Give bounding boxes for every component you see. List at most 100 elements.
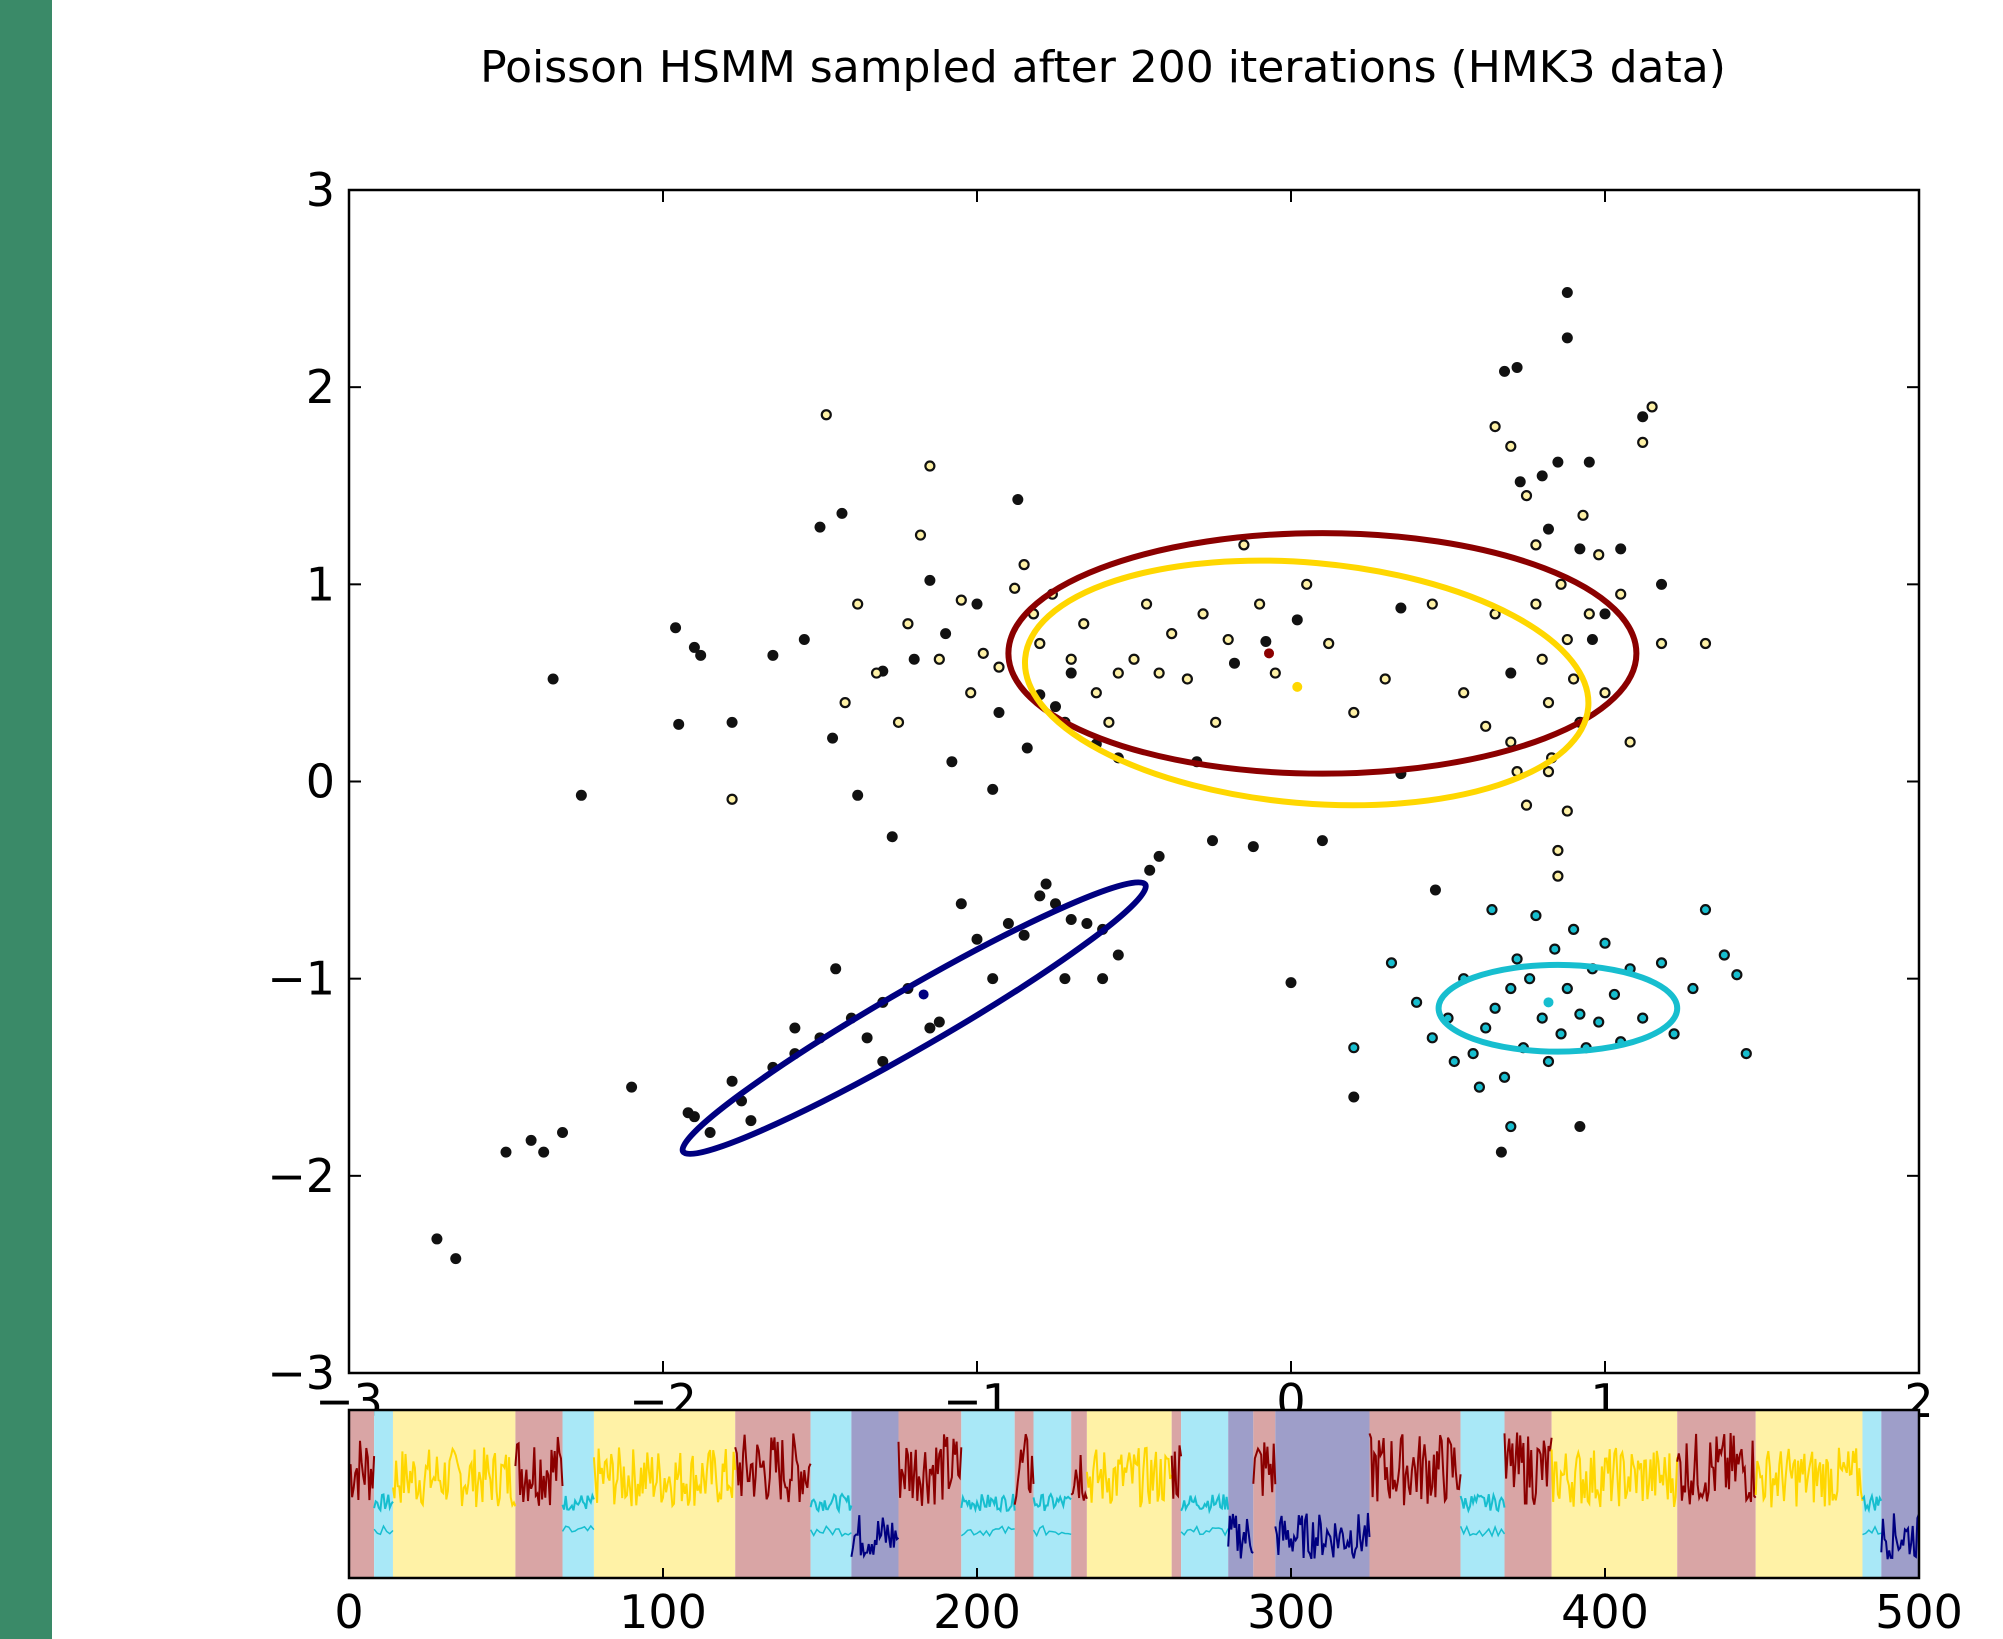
y-tick-label: 1: [306, 557, 335, 611]
data-point: [688, 641, 700, 653]
data-point: [1530, 909, 1542, 922]
data-point: [1081, 917, 1093, 929]
y-tick-label: 3: [306, 163, 335, 217]
data-point: [993, 706, 1005, 718]
data-point: [1065, 667, 1077, 679]
data-point: [575, 789, 587, 801]
center-navy: [918, 989, 929, 1000]
data-point: [1489, 421, 1501, 433]
data-point: [933, 653, 945, 665]
data-point: [626, 1081, 638, 1093]
data-point: [820, 409, 832, 421]
y-tick-label: −1: [267, 952, 335, 1006]
data-point: [1530, 598, 1542, 610]
data-point: [1593, 1016, 1605, 1028]
data-point: [1574, 543, 1586, 555]
data-point: [836, 507, 848, 519]
state-sequence-plot: 0 100 200 300 400 500: [334, 1408, 1963, 1639]
data-point: [1078, 618, 1090, 630]
state-band-cyan: [961, 1410, 1015, 1578]
data-point: [946, 756, 958, 768]
center-cyan: [1543, 997, 1554, 1008]
data-point: [1520, 490, 1533, 502]
state-trace-brown: [897, 1434, 963, 1506]
state-trace-cyan-lower: [373, 1524, 394, 1536]
ellipse-cyan: [1435, 961, 1681, 1055]
data-point: [1097, 973, 1109, 985]
data-point: [1536, 1012, 1548, 1024]
data-point: [1269, 667, 1281, 679]
state-trace-navy: [1880, 1513, 1920, 1560]
state-trace-cyan: [1459, 1491, 1506, 1514]
data-point: [450, 1253, 462, 1265]
data-point: [1166, 628, 1178, 640]
state-trace-brown: [1368, 1433, 1462, 1506]
state-band-brown: [1504, 1410, 1552, 1578]
data-point: [1021, 742, 1033, 754]
data-point: [1555, 1028, 1567, 1040]
data-point: [1379, 673, 1391, 685]
data-point: [987, 783, 999, 795]
data-point: [1253, 598, 1266, 610]
state-band-cyan: [1181, 1410, 1229, 1578]
state-band-cyan: [562, 1410, 594, 1578]
data-point: [1687, 982, 1699, 995]
data-point: [1002, 917, 1014, 929]
strip-frame: [347, 1408, 1921, 1580]
data-point: [1395, 602, 1407, 614]
state-trace-cyan: [561, 1492, 595, 1511]
data-point: [886, 831, 898, 843]
data-point: [1520, 799, 1533, 811]
data-point: [789, 1022, 801, 1034]
data-point: [1555, 578, 1567, 590]
state-trace-cyan-lower: [809, 1525, 852, 1538]
data-point: [1731, 969, 1743, 981]
data-point: [1207, 835, 1218, 847]
data-point: [1549, 943, 1561, 955]
data-point: [1323, 637, 1335, 650]
data-point: [914, 529, 927, 541]
data-point: [924, 1022, 936, 1034]
data-point: [1505, 982, 1517, 995]
data-point: [1624, 736, 1636, 748]
state-trace-yellow: [1550, 1447, 1679, 1508]
data-point: [431, 1233, 443, 1245]
data-point: [1536, 653, 1548, 665]
data-point: [1583, 456, 1595, 468]
data-point: [1153, 850, 1165, 862]
state-band-yellow: [392, 1410, 516, 1578]
state-trace-cyan: [373, 1493, 394, 1513]
data-point: [1511, 953, 1523, 965]
data-point: [955, 898, 967, 910]
data-point: [745, 1115, 757, 1127]
data-point: [1561, 332, 1573, 344]
data-point: [1567, 673, 1580, 685]
data-point: [1316, 835, 1328, 847]
data-point: [993, 661, 1005, 673]
data-point: [1599, 937, 1611, 949]
data-point: [940, 628, 952, 640]
data-point: [933, 1016, 945, 1028]
data-point: [1426, 598, 1438, 610]
state-trace-cyan-lower: [561, 1524, 595, 1533]
state-trace-brown: [1676, 1432, 1757, 1505]
data-point: [1473, 1081, 1486, 1093]
data-point: [861, 1032, 873, 1044]
data-point: [1599, 687, 1611, 699]
data-point: [1615, 543, 1627, 555]
data-point: [1552, 870, 1564, 882]
center-brown: [1264, 648, 1275, 659]
state-band-brown: [1253, 1410, 1276, 1578]
data-point: [1181, 673, 1193, 685]
data-point: [1561, 287, 1573, 299]
data-point: [1699, 637, 1712, 650]
data-point: [1646, 401, 1658, 413]
data-point: [1348, 706, 1360, 719]
data-point: [1128, 653, 1140, 665]
strip-x-tick-label: 100: [619, 1585, 707, 1639]
data-point: [971, 598, 983, 610]
data-point: [688, 1111, 700, 1123]
data-point: [1542, 1055, 1555, 1068]
data-point: [1561, 633, 1573, 646]
data-point: [1740, 1047, 1752, 1060]
